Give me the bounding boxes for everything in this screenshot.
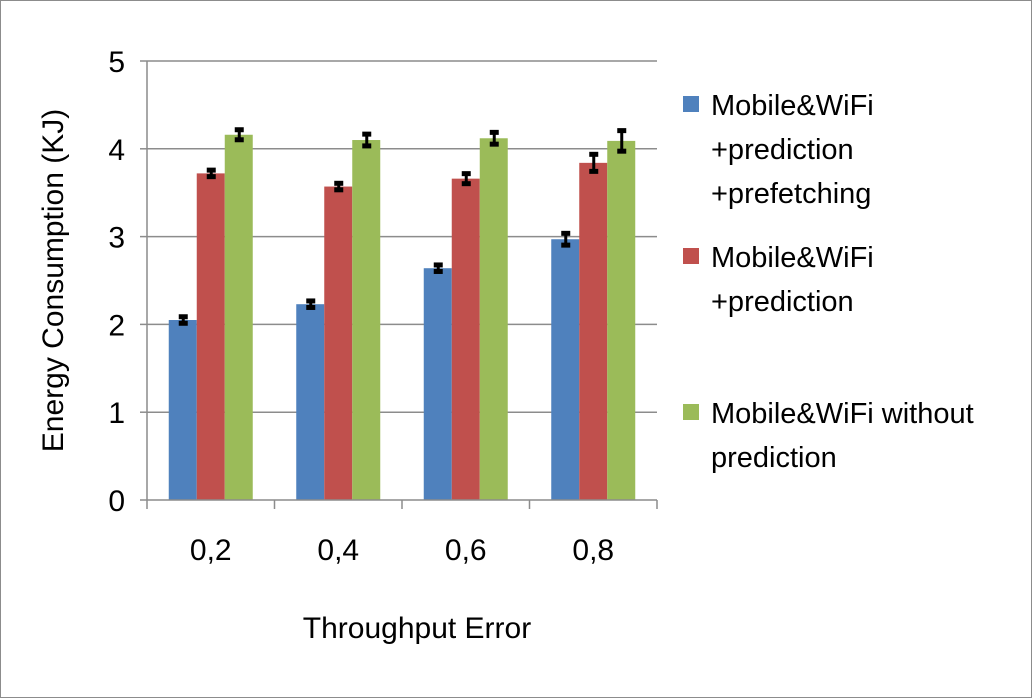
error-cap-bottom bbox=[561, 242, 571, 248]
axes bbox=[140, 60, 658, 509]
bar bbox=[479, 138, 508, 501]
legend: Mobile&WiFi +prediction +prefetching Mobile… bbox=[683, 90, 974, 474]
bar bbox=[296, 304, 325, 500]
legend-label: +prediction bbox=[711, 134, 854, 166]
bar bbox=[168, 320, 197, 500]
legend-swatch bbox=[683, 248, 699, 264]
error-cap-top bbox=[433, 262, 443, 268]
error-cap-top bbox=[362, 131, 372, 137]
error-cap-bottom bbox=[617, 148, 627, 154]
error-cap-top bbox=[561, 230, 571, 236]
error-cap-top bbox=[206, 167, 216, 173]
error-cap-bottom bbox=[206, 174, 216, 180]
legend-label: Mobile&WiFi without bbox=[711, 398, 974, 430]
bar bbox=[579, 162, 608, 500]
error-cap-bottom bbox=[178, 320, 188, 326]
legend-label: +prefetching bbox=[711, 178, 871, 210]
error-cap-bottom bbox=[306, 304, 316, 310]
error-cap-bottom bbox=[334, 187, 344, 193]
error-cap-top bbox=[589, 151, 599, 157]
x-tick-label: 0,2 bbox=[190, 534, 232, 567]
error-cap-top bbox=[234, 127, 244, 133]
y-tick-label: 0 bbox=[108, 485, 125, 518]
y-tick-label: 4 bbox=[108, 134, 125, 167]
y-tick-label: 2 bbox=[108, 309, 125, 342]
bar bbox=[607, 140, 636, 500]
error-cap-bottom bbox=[362, 143, 372, 149]
bar bbox=[423, 268, 452, 500]
bar bbox=[324, 186, 353, 500]
legend-label: prediction bbox=[711, 442, 837, 474]
x-axis-title: Throughput Error bbox=[303, 612, 531, 645]
error-cap-top bbox=[617, 128, 627, 134]
legend-label: Mobile&WiFi bbox=[711, 242, 874, 274]
error-cap-top bbox=[489, 129, 499, 135]
bar bbox=[551, 239, 580, 500]
bar bbox=[352, 140, 381, 500]
error-cap-bottom bbox=[461, 181, 471, 187]
x-tick-label: 0,8 bbox=[572, 534, 614, 567]
bar bbox=[196, 173, 225, 500]
error-cap-top bbox=[334, 180, 344, 186]
y-tick-label: 5 bbox=[108, 46, 125, 79]
error-cap-bottom bbox=[589, 168, 599, 174]
x-tick-label: 0,6 bbox=[445, 534, 487, 567]
legend-label: +prediction bbox=[711, 286, 854, 318]
error-cap-top bbox=[178, 314, 188, 320]
error-cap-bottom bbox=[234, 137, 244, 143]
x-tick-labels: 0,2 0,4 0,6 0,8 bbox=[190, 534, 614, 567]
y-tick-label: 3 bbox=[108, 222, 125, 255]
y-tick-label: 1 bbox=[108, 397, 125, 430]
x-tick-label: 0,4 bbox=[317, 534, 359, 567]
bar bbox=[451, 178, 480, 501]
legend-label: Mobile&WiFi bbox=[711, 90, 874, 122]
error-cap-top bbox=[306, 298, 316, 304]
legend-swatch bbox=[683, 96, 699, 112]
y-tick-labels: 0 1 2 3 4 5 bbox=[108, 46, 125, 518]
error-cap-bottom bbox=[489, 141, 499, 147]
bar-marks bbox=[168, 134, 636, 501]
error-bars bbox=[178, 127, 627, 326]
error-cap-bottom bbox=[433, 268, 443, 274]
bar bbox=[224, 134, 253, 500]
error-cap-top bbox=[461, 171, 471, 177]
y-axis-title: Energy Consumption (KJ) bbox=[37, 109, 70, 452]
legend-swatch bbox=[683, 404, 699, 420]
